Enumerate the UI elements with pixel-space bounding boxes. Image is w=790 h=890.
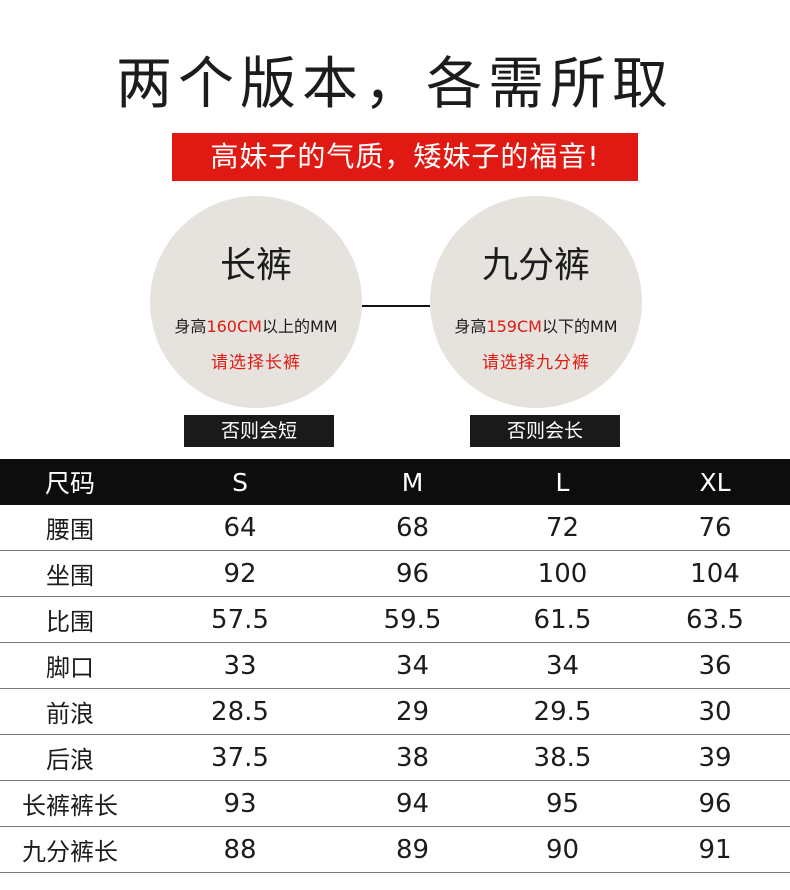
table-row: 前浪 28.5 29 29.5 30: [0, 688, 790, 735]
table-cell: 34: [340, 642, 485, 689]
table-row: 腰围 64 68 72 76: [0, 505, 790, 551]
table-cell: 72: [485, 505, 640, 551]
table-cell: 91: [640, 826, 790, 873]
row-label: 比围: [0, 596, 140, 643]
table-cell: 90: [485, 826, 640, 873]
table-cell: 59.5: [340, 596, 485, 643]
height-suffix: 以下的MM: [541, 317, 618, 336]
connector-line: [362, 305, 430, 307]
height-value: 159CM: [486, 317, 542, 336]
row-label: 九分裤长: [0, 826, 140, 873]
version-advice: 请选择九分裤: [482, 353, 590, 373]
table-cell: 39: [640, 734, 790, 781]
table-row: 后浪 37.5 38 38.5 39: [0, 734, 790, 781]
column-header: 尺码: [0, 459, 140, 505]
table-cell: 96: [340, 550, 485, 597]
table-cell: 93: [140, 780, 340, 827]
table-cell: 94: [340, 780, 485, 827]
version-circle-long-pants: 长裤 身高160CM以上的MM 请选择长裤: [150, 196, 362, 408]
promo-banner: 高妹子的气质，矮妹子的福音!: [172, 133, 638, 181]
table-cell: 61.5: [485, 596, 640, 643]
table-cell: 63.5: [640, 596, 790, 643]
table-cell: 57.5: [140, 596, 340, 643]
table-cell: 104: [640, 550, 790, 597]
height-requirement: 身高160CM以上的MM: [150, 316, 362, 338]
table-cell: 96: [640, 780, 790, 827]
page-title: 两个版本，各需所取: [116, 52, 674, 117]
table-cell: 95: [485, 780, 640, 827]
table-row: 坐围 92 96 100 104: [0, 550, 790, 597]
height-suffix: 以上的MM: [261, 317, 338, 336]
version-title: 长裤: [219, 245, 292, 286]
warning-label-short: 否则会短: [184, 415, 334, 447]
table-cell: 37.5: [140, 734, 340, 781]
height-value: 160CM: [206, 317, 262, 336]
row-label: 脚口: [0, 642, 140, 689]
height-prefix: 身高: [454, 317, 487, 336]
row-label: 腰围: [0, 505, 140, 551]
version-circle-cropped-pants: 九分裤 身高159CM以下的MM 请选择九分裤: [430, 196, 642, 408]
version-advice: 请选择长裤: [211, 353, 301, 373]
column-header: S: [140, 459, 340, 505]
row-label: 长裤裤长: [0, 780, 140, 827]
table-row: 长裤裤长 93 94 95 96: [0, 780, 790, 827]
height-requirement: 身高159CM以下的MM: [430, 316, 642, 338]
table-cell: 76: [640, 505, 790, 551]
table-row: 比围 57.5 59.5 61.5 63.5: [0, 596, 790, 643]
row-label: 后浪: [0, 734, 140, 781]
table-cell: 38: [340, 734, 485, 781]
table-cell: 33: [140, 642, 340, 689]
table-cell: 34: [485, 642, 640, 689]
table-row: 九分裤长 88 89 90 91: [0, 826, 790, 873]
table-cell: 68: [340, 505, 485, 551]
table-cell: 89: [340, 826, 485, 873]
table-cell: 28.5: [140, 688, 340, 735]
column-header: XL: [640, 459, 790, 505]
row-label: 前浪: [0, 688, 140, 735]
table-cell: 88: [140, 826, 340, 873]
table-row: 脚口 33 34 34 36: [0, 642, 790, 689]
size-chart-table: 尺码 S M L XL 腰围 64 68 72 76 坐围 92 96 100 …: [0, 459, 790, 873]
column-header: M: [340, 459, 485, 505]
table-cell: 92: [140, 550, 340, 597]
table-header-row: 尺码 S M L XL: [0, 459, 790, 505]
column-header: L: [485, 459, 640, 505]
warning-label-long: 否则会长: [470, 415, 620, 447]
row-label: 坐围: [0, 550, 140, 597]
table-cell: 36: [640, 642, 790, 689]
version-title: 九分裤: [481, 245, 590, 286]
table-cell: 29.5: [485, 688, 640, 735]
table-cell: 64: [140, 505, 340, 551]
height-prefix: 身高: [174, 317, 207, 336]
table-cell: 38.5: [485, 734, 640, 781]
table-cell: 29: [340, 688, 485, 735]
table-cell: 30: [640, 688, 790, 735]
table-cell: 100: [485, 550, 640, 597]
